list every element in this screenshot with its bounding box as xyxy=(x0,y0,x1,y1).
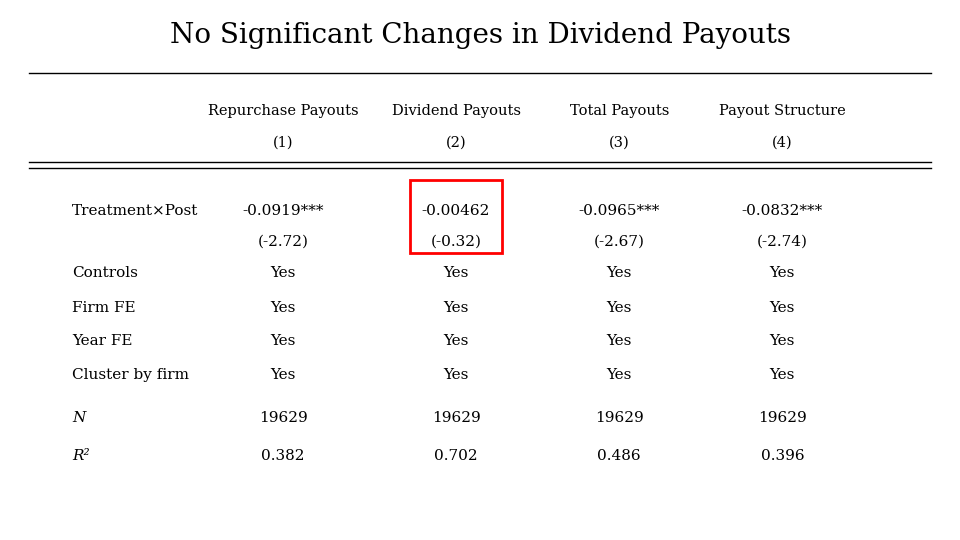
Text: 19629: 19629 xyxy=(432,411,480,426)
Text: Cluster by firm: Cluster by firm xyxy=(72,368,189,382)
Text: 0.702: 0.702 xyxy=(434,449,478,463)
Text: 19629: 19629 xyxy=(259,411,307,426)
Text: Yes: Yes xyxy=(770,266,795,280)
Text: (2): (2) xyxy=(445,136,467,150)
Text: Yes: Yes xyxy=(607,334,632,348)
Text: Total Payouts: Total Payouts xyxy=(569,104,669,118)
Text: -0.00462: -0.00462 xyxy=(421,204,491,218)
Text: Year FE: Year FE xyxy=(72,334,132,348)
Text: Yes: Yes xyxy=(444,266,468,280)
Text: Controls: Controls xyxy=(72,266,138,280)
Bar xyxy=(411,180,501,253)
Text: 19629: 19629 xyxy=(758,411,806,426)
Text: Yes: Yes xyxy=(607,368,632,382)
Text: Yes: Yes xyxy=(607,266,632,280)
Text: -0.0965***: -0.0965*** xyxy=(579,204,660,218)
Text: Yes: Yes xyxy=(271,266,296,280)
Text: No Significant Changes in Dividend Payouts: No Significant Changes in Dividend Payou… xyxy=(170,22,790,49)
Text: Yes: Yes xyxy=(444,301,468,315)
Text: Repurchase Payouts: Repurchase Payouts xyxy=(208,104,358,118)
Text: Treatment×Post: Treatment×Post xyxy=(72,204,199,218)
Text: (1): (1) xyxy=(273,136,294,150)
Text: Yes: Yes xyxy=(271,301,296,315)
Text: (-2.72): (-2.72) xyxy=(257,235,309,249)
Text: -0.0832***: -0.0832*** xyxy=(742,204,823,218)
Text: (4): (4) xyxy=(772,136,793,150)
Text: (-2.74): (-2.74) xyxy=(756,235,808,249)
Text: Yes: Yes xyxy=(271,334,296,348)
Text: Yes: Yes xyxy=(770,301,795,315)
Text: 0.486: 0.486 xyxy=(597,449,641,463)
Text: Dividend Payouts: Dividend Payouts xyxy=(392,104,520,118)
Text: Yes: Yes xyxy=(770,334,795,348)
Text: (-2.67): (-2.67) xyxy=(593,235,645,249)
Text: 0.382: 0.382 xyxy=(261,449,305,463)
Text: Payout Structure: Payout Structure xyxy=(719,104,846,118)
Text: Firm FE: Firm FE xyxy=(72,301,135,315)
Text: Yes: Yes xyxy=(444,368,468,382)
Text: (3): (3) xyxy=(609,136,630,150)
Text: -0.0919***: -0.0919*** xyxy=(243,204,324,218)
Text: Yes: Yes xyxy=(770,368,795,382)
Text: 0.396: 0.396 xyxy=(760,449,804,463)
Text: N: N xyxy=(72,411,85,426)
Text: Yes: Yes xyxy=(271,368,296,382)
Text: 19629: 19629 xyxy=(595,411,643,426)
Text: Yes: Yes xyxy=(607,301,632,315)
Text: (-0.32): (-0.32) xyxy=(430,235,482,249)
Text: Yes: Yes xyxy=(444,334,468,348)
Text: R²: R² xyxy=(72,449,89,463)
